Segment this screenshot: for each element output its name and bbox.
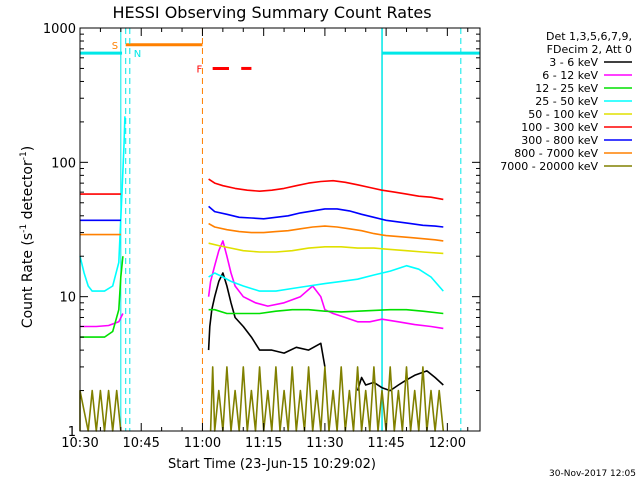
- legend-label: 3 - 6 keV: [549, 56, 598, 69]
- chart-title: HESSI Observing Summary Count Rates: [112, 3, 431, 22]
- y-tick-label: 10: [59, 291, 76, 306]
- series-7-segment-2: [208, 205, 444, 228]
- y-tick-label: 1000: [43, 22, 76, 37]
- y-axis-label: Count Rate (s-1 detector-1): [19, 146, 36, 328]
- legend: Det 1,3,5,6,7,9,FDecim 2, Att 03 - 6 keV…: [500, 30, 632, 173]
- legend-label: 12 - 25 keV: [535, 82, 598, 95]
- x-tick-label: 11:45: [367, 436, 404, 451]
- night-flag-letter: N: [134, 49, 141, 60]
- x-tick-label: 11:15: [245, 436, 282, 451]
- y-tick-label: 100: [51, 156, 76, 171]
- series-1-segment-1: [207, 272, 326, 368]
- series-3-segment-2: [208, 308, 444, 315]
- legend-label: 300 - 800 keV: [521, 134, 598, 147]
- y-tick-label: 1: [68, 425, 76, 440]
- x-tick-label: 11:30: [306, 436, 343, 451]
- axes: 1 10 100 1000 10:30 10:45 11:00 11:15 11:30 11:45…: [43, 22, 481, 451]
- x-tick-label: 10:45: [122, 436, 159, 451]
- saa-flag-letter: S: [112, 41, 118, 52]
- flare-flag-letter: F: [196, 64, 202, 75]
- x-tick-label: 12:00: [429, 436, 466, 451]
- series-5-segment-1: [208, 242, 444, 255]
- series-3-segment-1: [80, 256, 124, 338]
- series-9-segment-1: [79, 389, 122, 432]
- series-2-segment-1: [80, 313, 124, 328]
- series-4-segment-1: [79, 116, 126, 292]
- legend-label: 800 - 7000 keV: [514, 147, 598, 160]
- series-1-segment-2: [356, 370, 444, 392]
- x-axis-label: Start Time (23-Jun-15 10:29:02): [168, 457, 376, 472]
- legend-label: 50 - 100 keV: [528, 108, 598, 121]
- legend-header-2: FDecim 2, Att 0: [547, 43, 632, 56]
- plot-frame: [79, 27, 481, 432]
- legend-label: 7000 - 20000 keV: [500, 160, 598, 173]
- series-2-segment-2: [207, 240, 444, 330]
- footer-date: 30-Nov-2017 12:05: [549, 469, 636, 479]
- x-tick-label: 10:30: [61, 436, 98, 451]
- legend-label: 100 - 300 keV: [521, 121, 598, 134]
- legend-label: 25 - 50 keV: [535, 95, 598, 108]
- plot-area: [79, 28, 462, 432]
- series-6-segment-2: [208, 178, 444, 201]
- series-4-segment-2: [208, 264, 444, 292]
- series-8-segment-2: [208, 222, 444, 242]
- x-tick-label: 11:00: [184, 436, 221, 451]
- legend-label: 6 - 12 keV: [542, 69, 598, 82]
- flag-bars: S N F: [80, 41, 480, 75]
- series-9-segment-2: [209, 366, 445, 432]
- legend-header-1: Det 1,3,5,6,7,9,: [546, 30, 632, 43]
